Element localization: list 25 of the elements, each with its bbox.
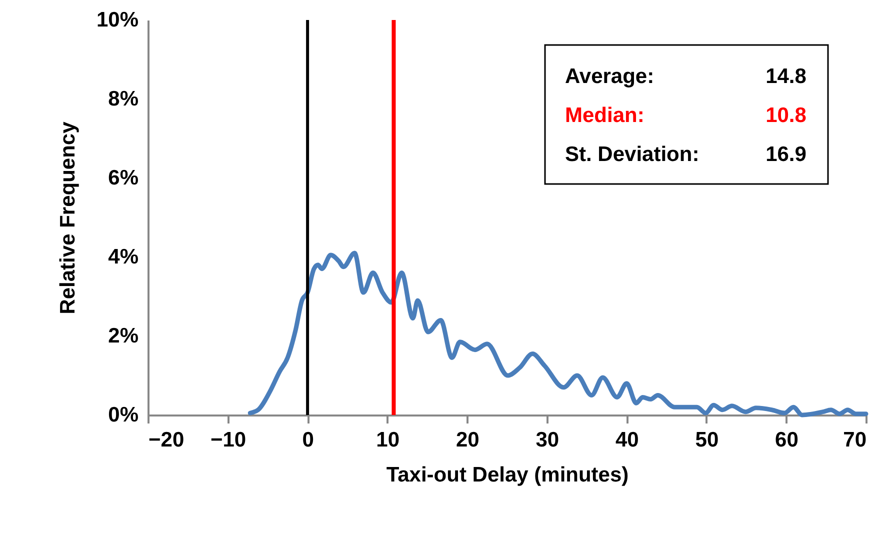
annotation: 10.8 [766, 104, 807, 127]
y-axis-title: Relative Frequency [56, 121, 80, 314]
x-tick-label: 20 [456, 428, 480, 452]
y-tick-label: 0% [108, 404, 139, 426]
y-tick-label: 8% [108, 88, 139, 110]
y-tick-label: 6% [108, 166, 139, 190]
x-tick-label: 70 [843, 428, 866, 452]
y-tick-label: 4% [108, 246, 139, 268]
x-tick-label: 0 [302, 428, 314, 452]
x-tick-label: −20 [148, 428, 184, 452]
x-tick-label: 60 [775, 428, 798, 452]
annotation: 14.8 [766, 65, 807, 88]
y-tick-label: 10% [96, 8, 139, 32]
x-tick-label: 30 [536, 428, 560, 452]
annotation: 16.9 [766, 143, 806, 166]
x-axis-title: Taxi-out Delay (minutes) [386, 464, 629, 486]
annotation: Average: [565, 65, 654, 88]
ref-line-label: Median: [565, 104, 644, 127]
x-tick-label: 40 [615, 428, 639, 452]
line-series [248, 250, 868, 418]
x-tick-label: −10 [210, 428, 246, 452]
y-tick-label: 2% [108, 324, 139, 348]
x-tick-label: 50 [695, 428, 719, 452]
annotation: St. Deviation: [565, 143, 700, 166]
x-tick-label: 10 [376, 428, 400, 452]
